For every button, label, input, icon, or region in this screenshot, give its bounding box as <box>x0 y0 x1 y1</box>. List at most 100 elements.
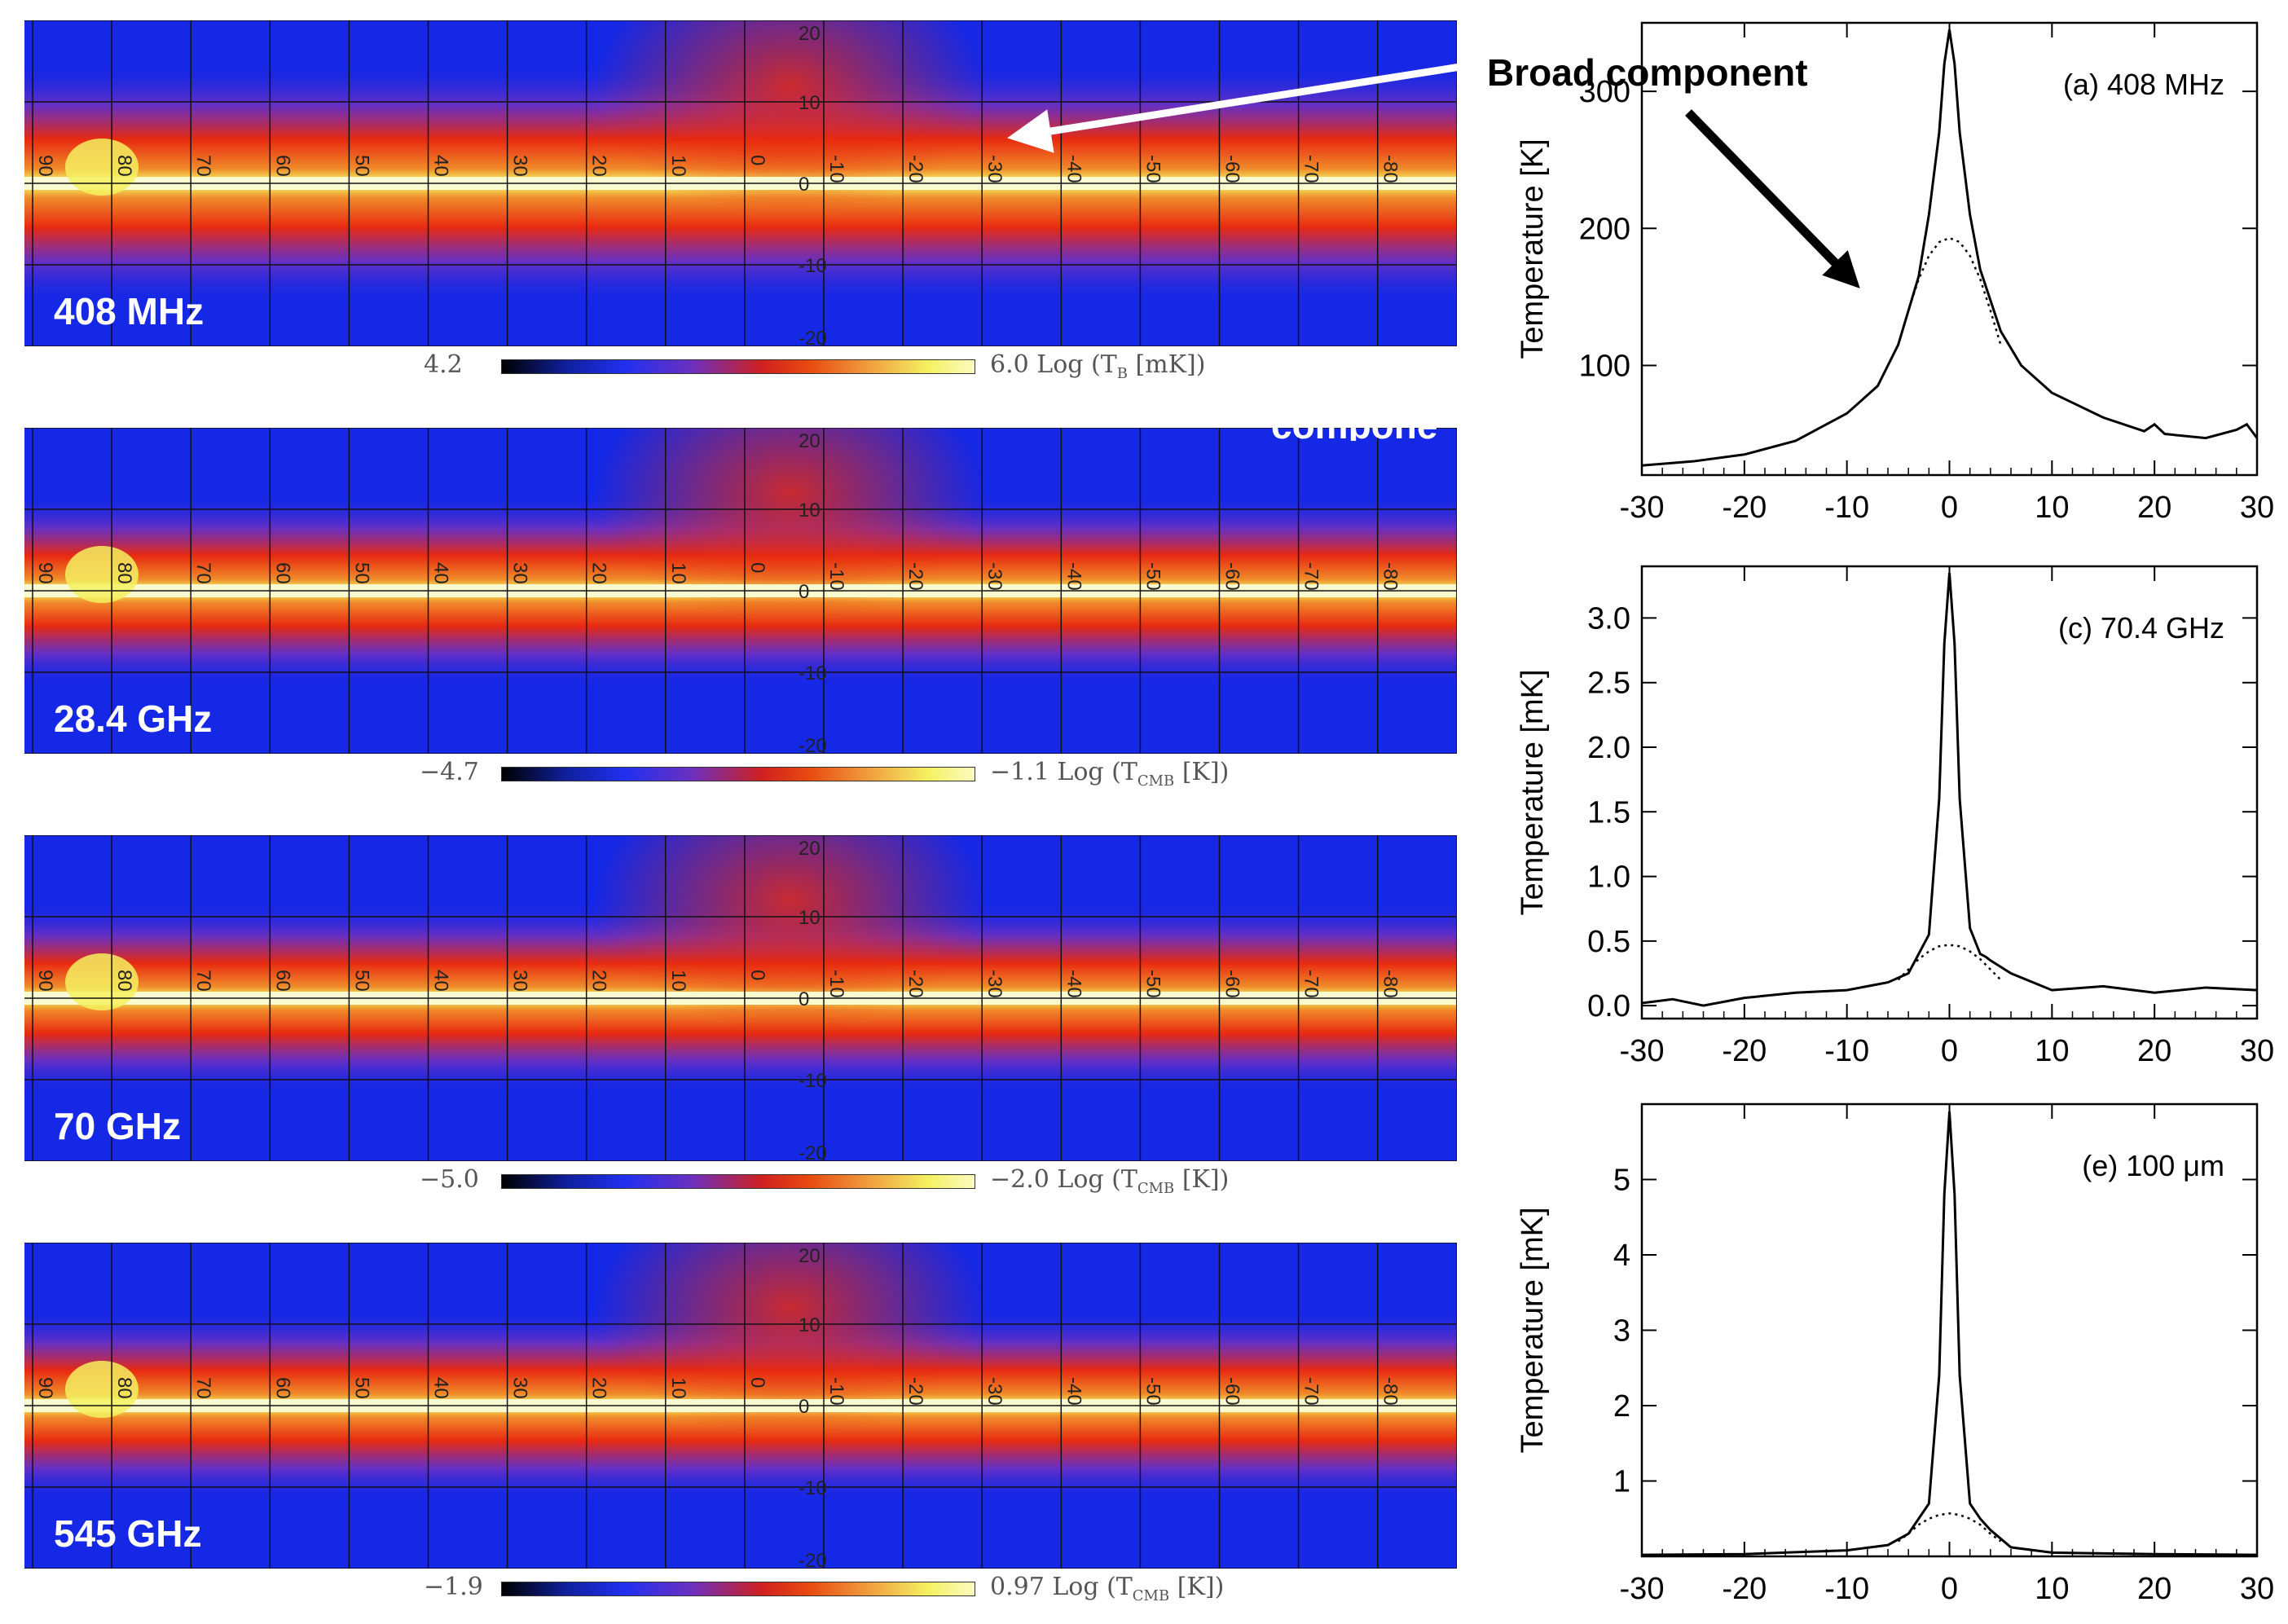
map-lon-label: 20 <box>588 562 610 584</box>
map-lon-label: -20 <box>904 155 926 183</box>
x-tick-label: 20 <box>2137 1572 2171 1606</box>
map-lat-label: -10 <box>799 1070 827 1092</box>
map-lon-label: 70 <box>192 562 214 584</box>
map-lon-label: 0 <box>746 155 768 165</box>
colorbar-max: 6.0 Log (TB [mK]) <box>990 350 1206 382</box>
panel-title: (c) 70.4 GHz <box>2058 611 2224 645</box>
map-image-545ghz: 90 80 70 60 50 40 30 20 10 0 -10 -20 -30 -40 -50 -60 -70… <box>24 1243 1457 1569</box>
x-tick-label: 10 <box>2035 1034 2069 1068</box>
y-tick-label: 0.0 <box>1587 989 1630 1023</box>
map-lon-label: 10 <box>667 970 689 992</box>
cygnus-region <box>65 953 139 1010</box>
y-tick-label: 1.0 <box>1587 860 1630 895</box>
map-lon-label: -30 <box>983 970 1005 998</box>
map-lat-label: 0 <box>799 174 809 196</box>
map-lat-label: 10 <box>799 500 821 522</box>
colorbar-min: −4.7 <box>420 758 479 786</box>
map-lon-label: -40 <box>1063 155 1085 183</box>
map-lon-label: -30 <box>983 562 1005 591</box>
x-tick-label: 0 <box>1941 1034 1958 1068</box>
map-lon-label: -50 <box>1142 562 1164 591</box>
colorbar-max: 0.97 Log (TCMB [K]) <box>990 1573 1225 1604</box>
cygnus-region <box>65 139 139 196</box>
map-lon-label: -60 <box>1221 970 1243 998</box>
map-label: 70 GHz <box>54 1105 181 1147</box>
map-label: 28.4 GHz <box>54 698 213 740</box>
map-lat-label: 20 <box>799 1245 821 1267</box>
map-label: 408 MHz <box>54 290 205 332</box>
galactic-bulge <box>595 835 986 1031</box>
y-tick-label: 2.0 <box>1587 731 1630 765</box>
colorbar-gradient <box>501 359 975 374</box>
map-lon-label: 60 <box>271 155 293 177</box>
map-lat-label: 20 <box>799 23 821 45</box>
x-tick-label: 30 <box>2240 491 2274 525</box>
map-image-70ghz: 90 80 70 60 50 40 30 20 10 0 -10 -20 -30 -40 -50 -60 -70… <box>24 835 1457 1161</box>
map-image-28ghz: 90 80 70 60 50 40 30 20 10 0 -10 -20 -30 -40 -50 -60 -70… <box>24 428 1457 754</box>
colorbar-545ghz: −1.9 0.97 Log (TCMB [K]) <box>342 1571 1385 1604</box>
map-lon-label: -50 <box>1142 155 1164 183</box>
galactic-bulge <box>595 20 986 216</box>
clipped-annotation-text: compone <box>1271 404 1438 441</box>
y-tick-label: 200 <box>1579 212 1630 246</box>
cygnus-region <box>65 546 139 603</box>
map-lon-label: -70 <box>1300 562 1322 591</box>
colorbar-min: 4.2 <box>424 350 463 379</box>
map-lon-label: 30 <box>509 970 531 992</box>
panel-title: (e) 100 μm <box>2082 1149 2224 1182</box>
map-lon-label: 10 <box>667 155 689 177</box>
map-lon-label: -70 <box>1300 970 1322 998</box>
map-lon-label: -80 <box>1379 1377 1401 1406</box>
colorbar-70ghz: −5.0 −2.0 Log (TCMB [K]) <box>342 1164 1385 1197</box>
x-tick-label: -10 <box>1824 1034 1869 1068</box>
map-lat-label: 20 <box>799 838 821 860</box>
profile-chart-70ghz: -30 -20 -10 0 10 20 30 0.0 0.5 1.0 1.5 2.0 2.5 3.0 Tem… <box>1511 558 2286 1080</box>
map-panel-70ghz: 90 80 70 60 50 40 30 20 10 0 -10 -20 -30 -40 -50 -60 -70… <box>24 835 1457 1161</box>
x-tick-label: 10 <box>2035 491 2069 525</box>
map-lon-label: 40 <box>430 1377 452 1399</box>
profile-line <box>1641 1111 2258 1556</box>
x-tick-label: 0 <box>1941 491 1958 525</box>
panel-title: (a) 408 MHz <box>2063 68 2224 101</box>
colorbar-28ghz: −4.7 −1.1 Log (TCMB [K]) <box>342 756 1385 790</box>
map-lon-label: -10 <box>825 155 847 183</box>
colorbar-min: −5.0 <box>420 1165 479 1194</box>
map-lat-label: 20 <box>799 430 821 452</box>
map-lon-label: -30 <box>983 155 1005 183</box>
map-lon-label: -40 <box>1063 1377 1085 1406</box>
map-lon-label: 20 <box>588 970 610 992</box>
map-lat-label: -20 <box>799 328 827 346</box>
map-lat-label: 10 <box>799 907 821 929</box>
map-lon-label: 90 <box>34 562 56 584</box>
map-lon-label: 60 <box>271 1377 293 1399</box>
map-lon-label: 50 <box>350 562 372 584</box>
map-lat-label: 0 <box>799 1396 809 1418</box>
map-lon-label: 40 <box>430 155 452 177</box>
x-tick-label: -20 <box>1722 491 1767 525</box>
map-lon-label: 80 <box>113 1377 135 1399</box>
map-lon-label: 0 <box>746 562 768 573</box>
colorbar-min: −1.9 <box>424 1573 483 1601</box>
map-lon-label: 10 <box>667 1377 689 1399</box>
y-axis-label: Temperature [K] <box>1516 139 1550 359</box>
profile-line <box>1641 29 2259 467</box>
y-tick-label: 2 <box>1613 1389 1630 1424</box>
map-lon-label: -80 <box>1379 970 1401 998</box>
map-lon-label: 90 <box>34 155 56 177</box>
map-image-408mhz: 90 80 70 60 50 40 30 20 10 0 -10 -20 -30 -40 -50 -60 -70… <box>24 20 1457 346</box>
colorbar-408mhz: 4.2 6.0 Log (TB [mK]) <box>342 349 1385 382</box>
map-lon-label: 80 <box>113 155 135 177</box>
map-lon-label: 20 <box>588 1377 610 1399</box>
map-lon-label: 40 <box>430 970 452 992</box>
y-tick-label: 3 <box>1613 1314 1630 1349</box>
y-tick-label: 1 <box>1613 1465 1630 1499</box>
x-tick-label: 20 <box>2137 491 2171 525</box>
x-tick-label: 10 <box>2035 1572 2069 1606</box>
x-tick-label: -20 <box>1722 1572 1767 1606</box>
map-panel-545ghz: 90 80 70 60 50 40 30 20 10 0 -10 -20 -30 -40 -50 -60 -70… <box>24 1243 1457 1569</box>
y-tick-label: 2.5 <box>1587 667 1630 701</box>
map-lon-label: -20 <box>904 562 926 591</box>
map-panel-28ghz: 90 80 70 60 50 40 30 20 10 0 -10 -20 -30 -40 -50 -60 -70… <box>24 428 1457 754</box>
profile-line <box>1641 572 2258 1007</box>
map-lon-label: 10 <box>667 562 689 584</box>
